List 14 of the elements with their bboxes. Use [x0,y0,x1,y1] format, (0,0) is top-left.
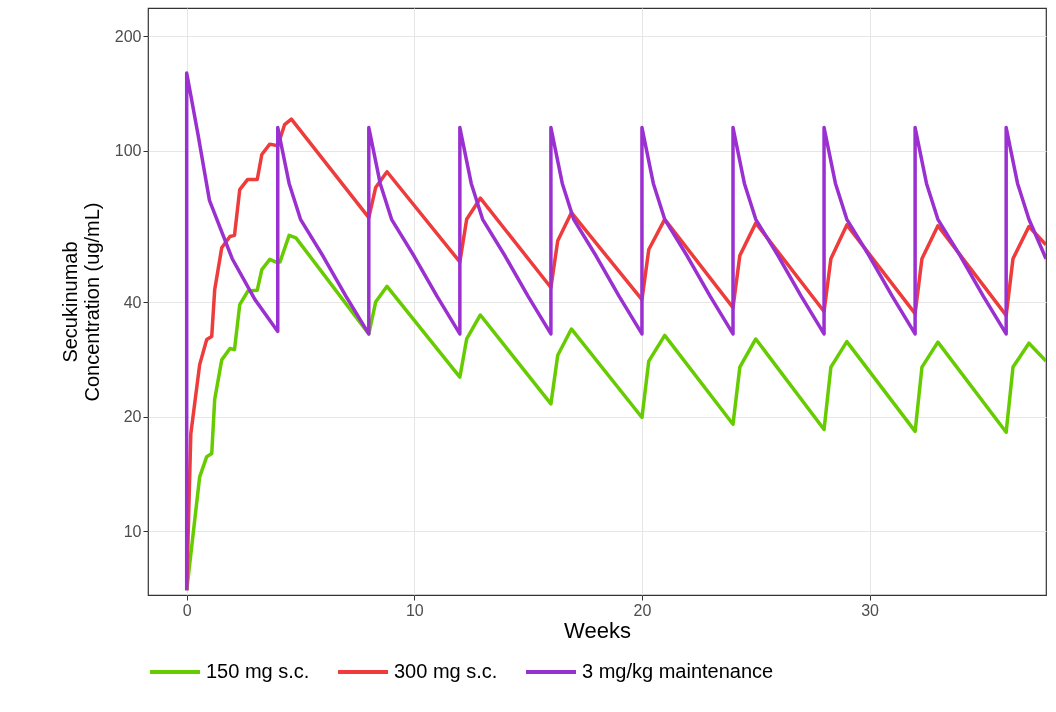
y-tick-label: 200 [114,27,142,45]
x-axis-title: Weeks [564,617,631,643]
y-tick-label: 20 [123,408,142,426]
x-tick-label: 10 [405,601,424,619]
x-tick-label: 30 [861,601,880,619]
legend-label: 150 mg s.c. [206,660,310,682]
legend-label: 300 mg s.c. [394,660,498,682]
y-tick-label: 40 [123,293,142,311]
x-tick-label: 0 [182,601,192,619]
y-axis-title: Secukinumab Concentration (ug/mL) [58,202,103,402]
legend-label: 3 mg/kg maintenance [582,660,774,682]
y-tick-label: 10 [123,522,142,540]
y-tick-label: 100 [114,142,142,160]
x-tick-label: 20 [633,601,652,619]
